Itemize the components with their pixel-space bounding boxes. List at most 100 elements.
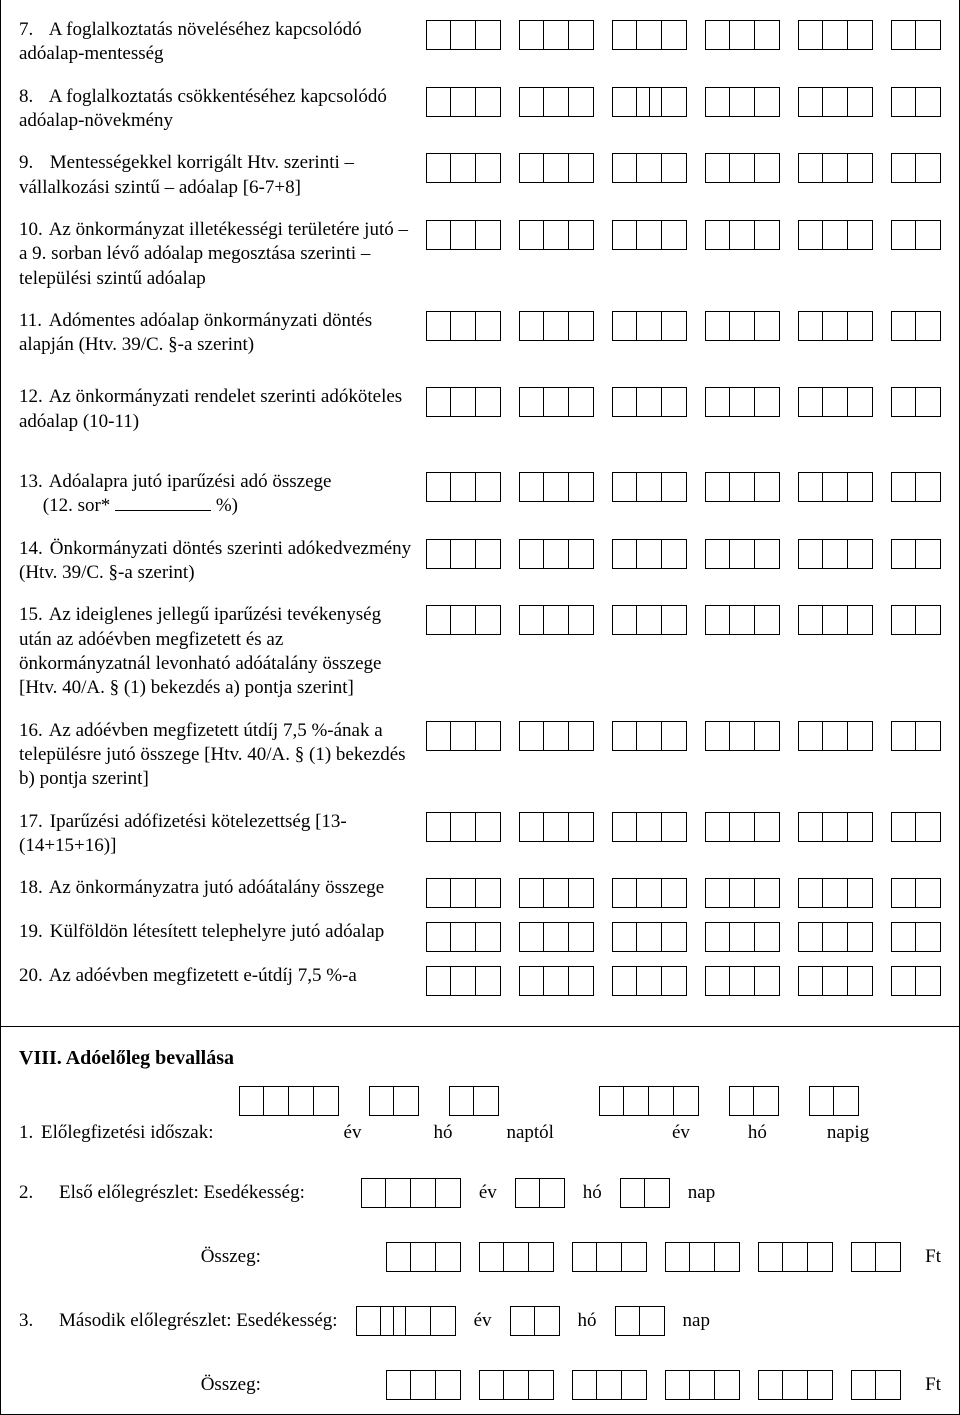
line3-day-boxes[interactable] <box>615 1306 665 1336</box>
row-13-text-c: %) <box>216 495 238 516</box>
row-10-label: 10. Az önkormányzat illetékességi terüle… <box>19 218 426 291</box>
row-14-label: 14. Önkormányzati döntés szerinti adóked… <box>19 537 426 586</box>
line2-sum-boxes[interactable] <box>386 1242 901 1272</box>
row-7-boxes[interactable] <box>426 18 941 50</box>
row-18-boxes[interactable] <box>426 876 941 908</box>
line2-ho: hó <box>583 1182 602 1204</box>
row-15-boxes[interactable] <box>426 603 941 635</box>
row-16-text: Az adóévben megfizetett útdíj 7,5 %-ának… <box>19 720 406 790</box>
to-year-boxes[interactable] <box>599 1086 699 1116</box>
line3-sum-boxes[interactable] <box>386 1370 901 1400</box>
line2-year-boxes[interactable] <box>361 1178 461 1208</box>
row-9-num: 9. <box>19 151 45 175</box>
line2-num: 2. <box>19 1182 41 1204</box>
row-11-boxes[interactable] <box>426 309 941 341</box>
row-13-boxes[interactable] <box>426 470 941 502</box>
line3-ho: hó <box>578 1310 597 1332</box>
line2-sum-row: Összeg: Ft <box>19 1242 941 1272</box>
row-11-label: 11. Adómentes adóalap önkormányzati dönt… <box>19 309 426 358</box>
row-19-boxes[interactable] <box>426 920 941 952</box>
row-17-text: Iparűzési adófizetési kötelezettség [13-… <box>19 811 347 856</box>
row-17: 17. Iparűzési adófizetési kötelezettség … <box>19 810 941 859</box>
from-month-boxes[interactable] <box>369 1086 419 1116</box>
date-range-labels: 1. Előlegfizetési időszak: év hó naptól … <box>19 1122 941 1144</box>
line2-ft: Ft <box>925 1246 941 1268</box>
row-14-boxes[interactable] <box>426 537 941 569</box>
line2-ev: év <box>479 1182 497 1204</box>
row-12-label: 12. Az önkormányzati rendelet szerinti a… <box>19 385 426 434</box>
row-13-text-a: Adóalapra jutó iparűzési adó összege <box>49 471 332 492</box>
row-20: 20. Az adóévben megfizetett e-útdíj 7,5 … <box>19 964 941 998</box>
section-viii: VIII. Adóelőleg bevallása 1. Előlegfizet… <box>1 1027 959 1414</box>
row-14-text: Önkormányzati döntés szerinti adókedvezm… <box>19 538 411 583</box>
line2-row: 2. Első előlegrészlet: Esedékesség: év h… <box>19 1178 941 1208</box>
row-9-boxes[interactable] <box>426 151 941 183</box>
line3-ev: év <box>474 1310 492 1332</box>
row-12-boxes[interactable] <box>426 385 941 417</box>
row-10: 10. Az önkormányzat illetékességi terüle… <box>19 218 941 291</box>
row-7: 7. A foglalkoztatás növeléséhez kapcsoló… <box>19 18 941 67</box>
line2-label: Első előlegrészlet: Esedékesség: <box>59 1182 305 1204</box>
row-20-label: 20. Az adóévben megfizetett e-útdíj 7,5 … <box>19 964 426 988</box>
row-20-boxes[interactable] <box>426 964 941 996</box>
row-11-text: Adómentes adóalap önkormányzati döntés a… <box>19 310 372 355</box>
row-14-num: 14. <box>19 537 45 561</box>
to-ev-label: év <box>672 1122 690 1144</box>
line2-month-boxes[interactable] <box>515 1178 565 1208</box>
row-13-blank[interactable] <box>115 497 211 511</box>
row-10-boxes[interactable] <box>426 218 941 250</box>
section-viii-title: VIII. Adóelőleg bevallása <box>19 1047 941 1070</box>
to-ho-label: hó <box>748 1122 767 1144</box>
row-8-label: 8. A foglalkoztatás csökkentéséhez kapcs… <box>19 85 426 134</box>
line2-osszeg-label: Összeg: <box>201 1246 261 1268</box>
line2-nap: nap <box>688 1182 715 1204</box>
line3-nap: nap <box>683 1310 710 1332</box>
row-15-label: 15. Az ideiglenes jellegű iparűzési tevé… <box>19 603 426 700</box>
row-19-num: 19. <box>19 920 45 944</box>
from-year-boxes[interactable] <box>239 1086 339 1116</box>
line3-row: 3. Második előlegrészlet: Esedékesség: é… <box>19 1306 941 1336</box>
row-13-num: 13. <box>19 470 45 494</box>
row-9-text: Mentességekkel korrigált Htv. szerinti –… <box>19 152 354 197</box>
to-day-boxes[interactable] <box>809 1086 859 1116</box>
row-17-label: 17. Iparűzési adófizetési kötelezettség … <box>19 810 426 859</box>
row-13-label: 13. Adóalapra jutó iparűzési adó összege… <box>19 470 426 519</box>
row-19: 19. Külföldön létesített telephelyre jut… <box>19 920 941 954</box>
row-19-label: 19. Külföldön létesített telephelyre jut… <box>19 920 426 944</box>
row-16: 16. Az adóévben megfizetett útdíj 7,5 %-… <box>19 719 941 792</box>
row-9: 9. Mentességekkel korrigált Htv. szerint… <box>19 151 941 200</box>
line3-label: Második előlegrészlet: Esedékesség: <box>59 1310 338 1332</box>
row-11: 11. Adómentes adóalap önkormányzati dönt… <box>19 309 941 358</box>
napig-label: napig <box>827 1122 869 1144</box>
row-14: 14. Önkormányzati döntés szerinti adóked… <box>19 537 941 586</box>
row-8: 8. A foglalkoztatás csökkentéséhez kapcs… <box>19 85 941 134</box>
from-day-boxes[interactable] <box>449 1086 499 1116</box>
line1-label: Előlegfizetési időszak: <box>41 1122 214 1144</box>
form-page: 7. A foglalkoztatás növeléséhez kapcsoló… <box>0 0 960 1415</box>
row-10-text: Az önkormányzat illetékességi területére… <box>19 219 408 289</box>
line3-osszeg-label: Összeg: <box>201 1374 261 1396</box>
row-9-label: 9. Mentességekkel korrigált Htv. szerint… <box>19 151 426 200</box>
line3-year-boxes[interactable] <box>356 1306 456 1336</box>
line3-ft: Ft <box>925 1374 941 1396</box>
row-12: 12. Az önkormányzati rendelet szerinti a… <box>19 385 941 434</box>
row-16-boxes[interactable] <box>426 719 941 751</box>
row-11-num: 11. <box>19 309 45 333</box>
line3-month-boxes[interactable] <box>510 1306 560 1336</box>
row-17-boxes[interactable] <box>426 810 941 842</box>
date-range-boxes <box>19 1086 941 1116</box>
row-20-text: Az adóévben megfizetett e-útdíj 7,5 %-a <box>49 965 357 986</box>
from-ho-label: hó <box>433 1122 452 1144</box>
line3-num: 3. <box>19 1310 41 1332</box>
to-month-boxes[interactable] <box>729 1086 779 1116</box>
row-16-label: 16. Az adóévben megfizetett útdíj 7,5 %-… <box>19 719 426 792</box>
row-8-boxes[interactable] <box>426 85 941 117</box>
row-13: 13. Adóalapra jutó iparűzési adó összege… <box>19 470 941 519</box>
row-19-text: Külföldön létesített telephelyre jutó ad… <box>50 921 385 942</box>
section-vii-continued: 7. A foglalkoztatás növeléséhez kapcsoló… <box>1 0 959 1027</box>
row-17-num: 17. <box>19 810 45 834</box>
row-16-num: 16. <box>19 719 45 743</box>
from-ev-label: év <box>344 1122 362 1144</box>
row-18-text: Az önkormányzatra jutó adóátalány összeg… <box>49 877 385 898</box>
line2-day-boxes[interactable] <box>620 1178 670 1208</box>
